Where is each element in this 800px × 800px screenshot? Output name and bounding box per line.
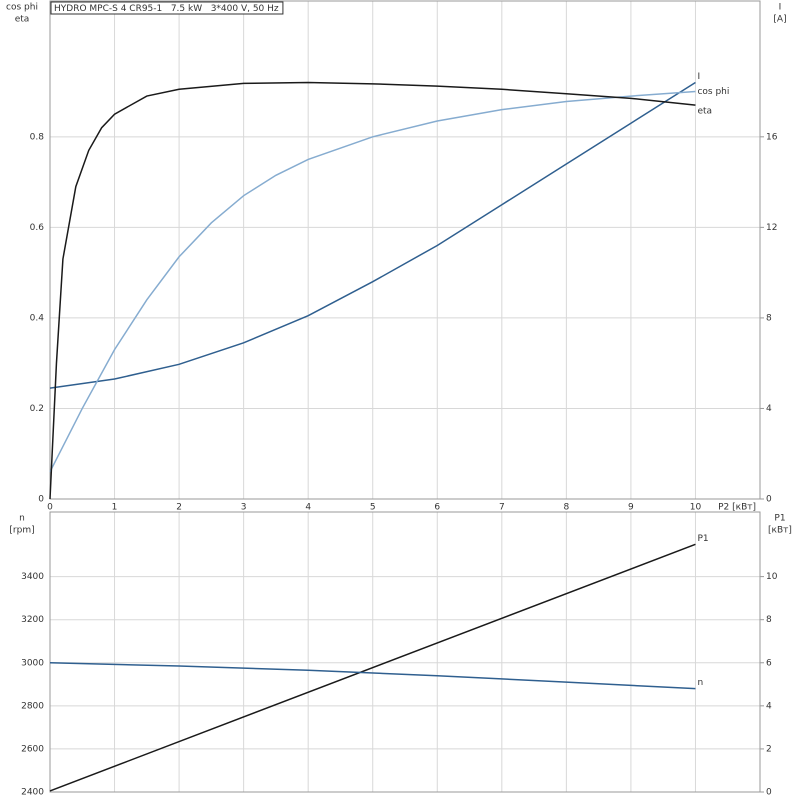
y2-axis-label: [A] [773,15,786,25]
y-axis-label: [rpm] [9,526,34,536]
x-tick-label: 1 [112,503,118,513]
plot-frame [49,511,761,793]
x-tick-label: 3 [241,503,247,513]
series-line [49,81,696,389]
x-tick-label: 5 [370,503,376,513]
chart-title: HYDRO MPC-S 4 CR95-1 7.5 kW 3*400 V, 50 … [54,4,279,14]
x-tick-label: 8 [563,503,569,513]
plot-area [50,1,760,499]
series-line [49,543,696,792]
series-line [49,662,696,690]
y-tick-label: 2600 [21,744,44,754]
y-tick-label: 3000 [21,658,44,668]
y2-axis-label: P1 [774,514,785,524]
x-tick-label: 4 [305,503,311,513]
y-axis-label: eta [15,15,30,25]
y2-tick-label: 6 [766,658,772,668]
plot-frame [49,0,761,500]
y2-axis-label: I [779,3,782,13]
x-tick-label: 10 [690,503,702,513]
y2-tick-label: 4 [766,701,772,711]
y-tick-label: 0.6 [30,223,45,233]
y-tick-label: 0.4 [30,313,45,323]
series-label: I [697,72,700,82]
series-label: cos phi [697,87,729,97]
x-tick-label: 9 [628,503,634,513]
x-axis-label: P2 [кВт] [718,503,756,513]
y2-tick-label: 16 [766,132,778,142]
x-tick-label: 0 [47,503,53,513]
x-tick-label: 2 [176,503,182,513]
y2-tick-label: 8 [766,313,772,323]
y-tick-label: 2800 [21,701,44,711]
y2-tick-label: 10 [766,572,778,582]
y2-tick-label: 12 [766,223,777,233]
y-tick-label: 3200 [21,615,44,625]
series-label: eta [697,107,712,117]
y-tick-label: 3400 [21,572,44,582]
x-tick-label: 7 [499,503,505,513]
y2-axis-label: [кВт] [768,526,792,536]
y2-tick-label: 0 [766,495,772,505]
y-tick-label: 2400 [21,788,44,798]
series-label: n [697,678,703,688]
title-box [50,1,284,15]
x-tick-label: 6 [434,503,440,513]
series-line [49,81,696,500]
y2-tick-label: 8 [766,615,772,625]
series-label: P1 [697,534,708,544]
y2-tick-label: 0 [766,788,772,798]
y-tick-label: 0.2 [30,404,44,414]
y-tick-label: 0 [38,495,44,505]
series-line [49,90,696,473]
y-tick-label: 0.8 [30,132,45,142]
y2-tick-label: 2 [766,744,772,754]
y-axis-label: n [19,514,25,524]
y-axis-label: cos phi [6,3,38,13]
y2-tick-label: 4 [766,404,772,414]
